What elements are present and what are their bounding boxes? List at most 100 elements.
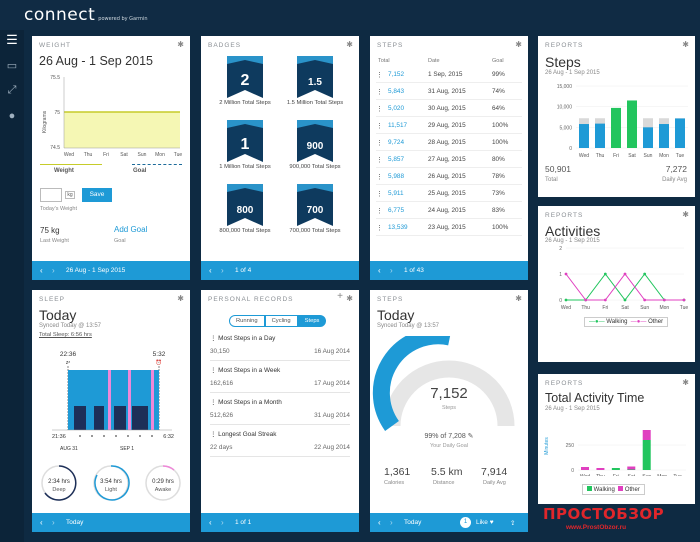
gear-icon[interactable]: ✱ [682,210,689,219]
card-subtitle: 26 Aug - 1 Sep 2015 [545,406,600,412]
gear-icon[interactable]: ✱ [682,378,689,387]
tab-steps[interactable]: Steps [297,315,327,327]
table-row[interactable]: ⋮ 5,857 27 Aug, 2015 80% [376,151,522,168]
prev-icon[interactable]: ‹ [378,518,381,527]
row-total[interactable]: 6,775 [388,207,404,214]
connect-logo[interactable]: connect powered by Garmin [24,5,148,25]
card-footer: ‹ › 26 Aug - 1 Sep 2015 [32,261,190,280]
row-goal: 78% [492,173,505,180]
time-bar [611,468,620,470]
badge-icon[interactable]: 700 [285,182,345,240]
records-tabs: Running Cycling Steps [229,309,327,327]
row-total[interactable]: 13,539 [388,224,408,231]
record-item[interactable]: ⋮ Most Steps in a Week 162,616 17 Aug 2014 [210,366,350,393]
prev-icon[interactable]: ‹ [209,266,212,275]
gear-icon[interactable]: ✱ [346,40,353,49]
table-row[interactable]: ⋮ 5,911 25 Aug, 2015 73% [376,185,522,202]
data-point [643,272,647,276]
next-icon[interactable]: › [390,518,393,527]
user-icon[interactable]: ● [8,110,16,122]
row-total[interactable]: 5,843 [388,88,404,95]
badge-icon[interactable]: 800 [215,182,275,240]
gear-icon[interactable]: ✱ [177,294,184,303]
like-button[interactable]: Like ♥ [476,519,494,526]
table-row[interactable]: ⋮ 13,539 23 Aug, 2015 100% [376,219,522,236]
prev-icon[interactable]: ‹ [40,518,43,527]
next-icon[interactable]: › [221,518,224,527]
inbox-icon[interactable]: ▭ [6,60,18,72]
prev-icon[interactable]: ‹ [209,518,212,527]
gear-icon[interactable]: ✱ [515,40,522,49]
row-total[interactable]: 5,020 [388,105,404,112]
row-goal: 74% [492,88,505,95]
prev-icon[interactable]: ‹ [40,266,43,275]
next-icon[interactable]: › [221,266,224,275]
record-item[interactable]: ⋮ Most Steps in a Month 512,626 31 Aug 201… [210,398,350,425]
table-row[interactable]: ⋮ 5,843 31 Aug, 2015 74% [376,83,522,100]
gear-icon[interactable]: ✱ [682,40,689,49]
gauge-fill [372,336,451,431]
badge-stripe [297,120,333,128]
reports-time-card: REPORTS ✱ Total Activity Time 26 Aug - 1… [538,374,695,504]
total-sleep[interactable]: Total Sleep: 6:56 hrs [39,332,92,338]
table-row[interactable]: ⋮ 6,775 24 Aug, 2015 83% [376,202,522,219]
add-goal-link[interactable]: Add Goal [114,225,148,234]
edit-icon[interactable]: ✎ [467,433,474,440]
next-icon[interactable]: › [52,266,55,275]
tab-cycling[interactable]: Cycling [264,315,298,327]
axis-left: 21:36 [52,434,66,440]
badge-icon[interactable]: 1.5 [285,54,345,112]
row-date: 27 Aug, 2015 [428,156,466,163]
avg-value: 7,272 [665,164,687,174]
card-title: Steps [545,54,581,70]
connections-icon[interactable]: ⤢ [7,84,17,96]
weight-input[interactable] [40,188,62,202]
gear-icon[interactable]: ✱ [346,294,353,303]
table-row[interactable]: ⋮ 5,988 26 Aug, 2015 78% [376,168,522,185]
light-value: 3:54 hrs [100,479,122,485]
badge-label: 2 Million Total Steps [219,100,271,106]
tab-running[interactable]: Running [229,315,265,327]
table-row[interactable]: ⋮ 7,152 1 Sep, 2015 99% [376,66,522,83]
row-total[interactable]: 7,152 [388,71,404,78]
add-icon[interactable]: + [337,291,343,302]
xtick: Fri [103,152,109,158]
prev-icon[interactable]: ‹ [378,266,381,275]
xtick: Wed [64,152,74,158]
badge-shape [227,56,263,98]
record-item[interactable]: ⋮ Most Steps in a Day 30,150 16 Aug 2014 [210,334,350,361]
row-total[interactable]: 9,724 [388,139,404,146]
data-point [623,298,627,302]
badge-icon[interactable]: 2 [215,54,275,112]
row-total[interactable]: 11,517 [388,122,408,129]
table-row[interactable]: ⋮ 11,517 29 Aug, 2015 100% [376,117,522,134]
ytick: 0 [569,146,572,152]
goal-label: Goal [114,238,126,244]
gear-icon[interactable]: ✱ [515,294,522,303]
xtick: Sat [120,152,128,158]
card-header: STEPS [377,296,404,303]
badge-icon[interactable]: 900 [285,118,345,176]
next-icon[interactable]: › [52,518,55,527]
calories-label: Calories [384,480,405,486]
moon-icon: zᶻ [66,360,71,366]
table-row[interactable]: ⋮ 5,020 30 Aug, 2015 64% [376,100,522,117]
row-total[interactable]: 5,857 [388,156,404,163]
share-icon[interactable]: ⇪ [510,520,516,527]
record-item[interactable]: ⋮ Longest Goal Streak 22 days 22 Aug 2014 [210,430,350,457]
next-icon[interactable]: › [390,266,393,275]
table-row[interactable]: ⋮ 9,724 28 Aug, 2015 100% [376,134,522,151]
menu-icon[interactable]: ☰ [6,32,18,47]
gear-icon[interactable]: ✱ [177,40,184,49]
weight-chart: Kilograms 75.5 75 74.5 Wed Thu Fri Sat S… [42,75,183,158]
xtick: Sat [621,305,629,311]
row-total[interactable]: 5,988 [388,173,404,180]
card-header: SLEEP [39,296,65,303]
row-total[interactable]: 5,911 [388,190,404,197]
badge-icon[interactable]: 1 [215,118,275,176]
save-button[interactable]: Save [82,188,112,202]
footer-label: 1 of 1 [235,519,252,526]
weight-xticks: Wed Thu Fri Sat Sun Mon Tue [64,152,183,158]
last-weight-label: Last Weight [40,238,69,244]
